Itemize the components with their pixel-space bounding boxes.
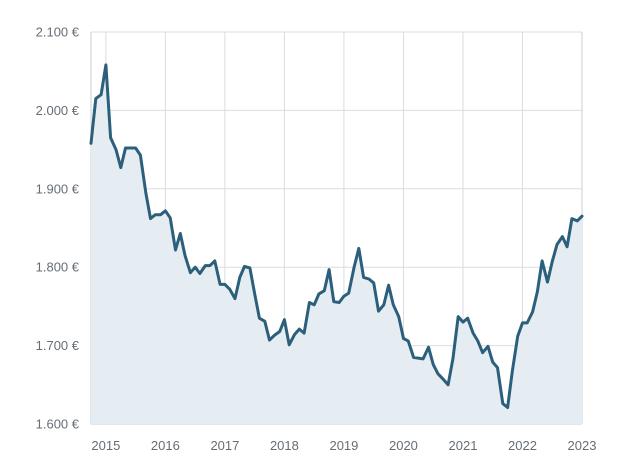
x-axis-ticks: 2015 2016 2017 2018 2019 2020 2021 2022 2023 <box>91 438 596 453</box>
x-tick-label: 2022 <box>508 438 537 453</box>
x-tick-label: 2019 <box>329 438 358 453</box>
x-tick-label: 2016 <box>151 438 180 453</box>
series-area <box>91 64 582 425</box>
y-tick-label: 2.000 € <box>36 103 80 118</box>
x-tick-label: 2021 <box>449 438 478 453</box>
y-tick-label: 1.600 € <box>36 417 80 432</box>
line-layer <box>89 63 584 409</box>
x-tick-label: 2018 <box>270 438 299 453</box>
y-tick-label: 1.800 € <box>36 260 80 275</box>
y-tick-label: 1.700 € <box>36 338 80 353</box>
area-fill-layer <box>91 64 582 425</box>
x-tick-label: 2020 <box>389 438 418 453</box>
x-tick-label: 2017 <box>210 438 239 453</box>
x-tick-label: 2023 <box>568 438 597 453</box>
y-axis-ticks: 1.600 € 1.700 € 1.800 € 1.900 € 2.000 € 2.100… <box>36 25 80 432</box>
series-line <box>89 63 584 409</box>
y-tick-label: 1.900 € <box>36 181 80 196</box>
y-tick-label: 2.100 € <box>36 25 80 40</box>
x-tick-label: 2015 <box>91 438 120 453</box>
